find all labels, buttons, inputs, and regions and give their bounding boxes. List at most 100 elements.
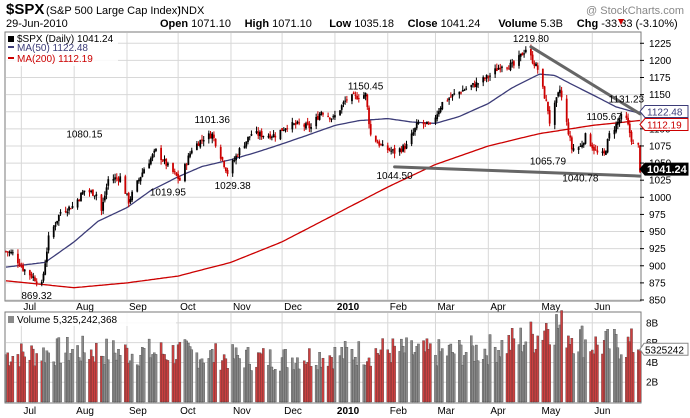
price-bar xyxy=(243,142,246,149)
price-bar xyxy=(523,49,526,58)
last-price-tag-ma50: 1122.48 xyxy=(639,104,689,118)
price-bar xyxy=(328,117,331,123)
volume-bar xyxy=(226,368,229,403)
price-bar xyxy=(594,144,597,151)
price-bar xyxy=(88,188,91,197)
volume-bar xyxy=(321,357,325,403)
price-bar xyxy=(54,221,57,231)
price-bar xyxy=(52,225,55,239)
volume-bar xyxy=(118,355,122,403)
price-bar xyxy=(46,247,48,268)
ma50-path xyxy=(5,73,641,268)
price-bar xyxy=(129,196,132,205)
price-bar xyxy=(465,86,468,91)
price-bar xyxy=(30,271,33,279)
price-bar xyxy=(286,124,289,132)
ma200-line xyxy=(5,119,641,289)
volume-bar xyxy=(309,366,313,403)
price-bar xyxy=(448,96,451,105)
price-bar xyxy=(107,176,110,190)
price-bar xyxy=(221,156,224,162)
price-bar xyxy=(259,130,261,140)
price-bar xyxy=(59,209,62,216)
price-bar xyxy=(298,118,301,126)
price-bar xyxy=(608,130,611,141)
price-bar xyxy=(570,135,573,154)
stat-close: Close 1041.24 xyxy=(408,18,481,30)
svg-text:5325242: 5325242 xyxy=(645,345,684,356)
price-bar xyxy=(223,160,226,169)
volume-bar xyxy=(178,341,182,403)
price-bar xyxy=(345,95,348,103)
price-bar xyxy=(272,130,275,138)
price-bar xyxy=(267,133,270,139)
price-annotation: 1219.80 xyxy=(513,34,550,45)
price-annotation: 1131.23 xyxy=(609,94,645,105)
price-bar xyxy=(356,92,358,100)
price-bar xyxy=(69,207,72,210)
price-bar xyxy=(555,97,558,107)
volume-legend-swatch xyxy=(8,316,14,323)
price-bar xyxy=(68,205,70,215)
price-legend: $SPX (Daily) 1041.24 MA(50) 1122.48 MA(2… xyxy=(6,33,118,66)
volume-bar xyxy=(202,362,205,403)
price-bar xyxy=(475,77,478,92)
volume-bar xyxy=(452,353,456,403)
price-bar xyxy=(473,80,476,88)
price-bar xyxy=(482,75,485,87)
date-label: Jun xyxy=(594,406,610,417)
price-bar xyxy=(160,145,162,165)
volume-bar xyxy=(393,345,396,403)
price-bar xyxy=(78,198,81,202)
price-bar xyxy=(569,130,572,142)
volume-bar xyxy=(154,354,158,403)
price-bar xyxy=(93,195,96,200)
price-bar xyxy=(606,138,609,154)
price-bar xyxy=(541,68,544,89)
price-bar xyxy=(330,118,333,123)
price-bar xyxy=(151,153,154,162)
chart-date: 29-Jun-2010 xyxy=(6,18,68,30)
price-bar xyxy=(195,141,198,151)
price-bar xyxy=(620,111,623,123)
price-bar xyxy=(47,231,50,254)
stat-low: Low 1035.18 xyxy=(329,18,394,30)
price-bar xyxy=(581,140,583,149)
stat-volume: Volume 5.3B xyxy=(498,18,563,30)
volume-bar xyxy=(71,349,74,403)
volume-bar xyxy=(524,341,528,403)
price-bar xyxy=(279,129,282,141)
price-bar xyxy=(453,88,456,96)
volume-tick-label: 4B xyxy=(646,358,659,369)
price-bar xyxy=(90,189,93,194)
price-bar xyxy=(248,136,251,141)
price-bar xyxy=(11,249,14,256)
price-bar xyxy=(238,147,241,159)
price-bar xyxy=(250,130,253,137)
volume-bar xyxy=(11,356,15,403)
price-bar xyxy=(274,132,277,142)
price-bar xyxy=(368,105,370,129)
price-bar xyxy=(449,92,452,98)
volume-bar xyxy=(142,348,146,403)
volume-bar xyxy=(608,348,611,403)
price-bar xyxy=(584,132,587,145)
price-bar xyxy=(332,114,335,120)
volume-axis: 2B4B6B8B5325242 xyxy=(639,318,689,389)
volume-bar xyxy=(333,347,337,403)
price-bar xyxy=(558,85,561,97)
price-bar xyxy=(138,177,140,184)
price-bar xyxy=(410,129,413,147)
date-label: May xyxy=(541,406,560,417)
price-annotation: 1150.45 xyxy=(348,81,384,92)
volume-tick-label: 2B xyxy=(646,378,659,389)
legend-ma200: MA(200) 1112.19 xyxy=(17,54,93,65)
volume-bar xyxy=(357,341,361,403)
volume-bar xyxy=(285,367,289,403)
price-bar xyxy=(591,142,594,151)
price-bar xyxy=(115,173,118,182)
price-bar xyxy=(390,146,393,155)
price-bar xyxy=(296,120,299,125)
date-label: Jul xyxy=(23,406,36,417)
price-bar xyxy=(422,119,425,129)
